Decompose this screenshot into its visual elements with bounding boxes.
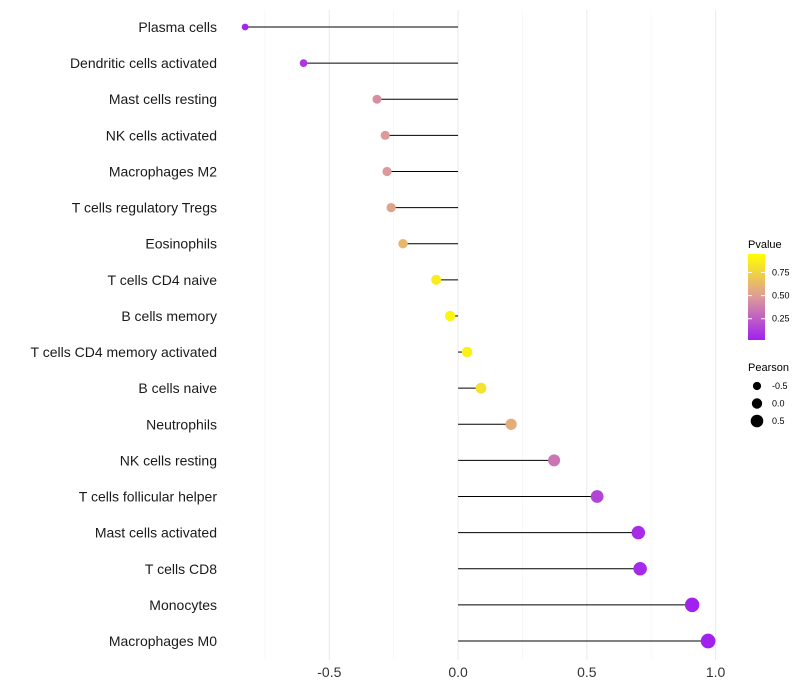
lollipop-point xyxy=(372,94,382,104)
y-tick-label: T cells regulatory Tregs xyxy=(72,200,217,216)
lollipop-point xyxy=(386,202,396,213)
color-tick-label: 0.75 xyxy=(772,267,790,277)
lollipop-point xyxy=(700,633,716,649)
y-tick-label: NK cells activated xyxy=(106,127,217,143)
size-legend-point xyxy=(751,398,763,409)
lollipop-point xyxy=(548,454,561,467)
y-tick-label: T cells follicular helper xyxy=(79,489,218,505)
x-tick-label: 1.0 xyxy=(706,664,726,680)
legend-title-pearson: Pearson xyxy=(748,362,789,374)
y-tick-label: NK cells resting xyxy=(120,452,217,468)
lollipop-point xyxy=(684,597,700,613)
y-tick-label: Eosinophils xyxy=(145,236,217,252)
size-legend-point xyxy=(750,414,764,428)
lollipop-point xyxy=(444,310,456,322)
lollipop-point xyxy=(505,418,517,430)
lollipop-point xyxy=(590,490,604,503)
lollipop-point xyxy=(633,562,647,576)
legend-title-pvalue: Pvalue xyxy=(748,239,782,251)
size-legend-point xyxy=(752,381,762,391)
lollipop-point xyxy=(241,23,249,31)
lollipop-point xyxy=(475,382,487,394)
lollipop-point xyxy=(431,274,442,285)
y-tick-label: Plasma cells xyxy=(138,19,217,35)
y-tick-label: B cells naive xyxy=(138,380,217,396)
y-tick-label: Mast cells activated xyxy=(95,525,217,541)
y-tick-label: Neutrophils xyxy=(146,416,217,432)
y-tick-label: Monocytes xyxy=(149,597,217,613)
lollipop-point xyxy=(380,130,390,140)
y-tick-label: Macrophages M0 xyxy=(109,633,217,649)
lollipop-point xyxy=(461,346,473,358)
lollipop-point xyxy=(398,238,408,249)
color-bar xyxy=(748,254,765,340)
x-tick-label: 0.0 xyxy=(448,664,468,680)
y-tick-label: T cells CD8 xyxy=(145,561,217,577)
color-tick-label: 0.50 xyxy=(772,291,790,301)
x-tick-label: 0.5 xyxy=(577,664,597,680)
size-legend-label: -0.5 xyxy=(772,381,788,391)
lollipop-point xyxy=(382,166,392,177)
size-legend-label: 0.0 xyxy=(772,399,785,409)
color-tick-label: 0.25 xyxy=(772,314,790,324)
size-legend-label: 0.5 xyxy=(772,416,785,426)
lollipop-point xyxy=(631,525,646,540)
y-tick-label: Dendritic cells activated xyxy=(70,55,217,71)
y-tick-label: Mast cells resting xyxy=(109,91,217,107)
y-tick-label: Macrophages M2 xyxy=(109,163,217,179)
y-tick-label: T cells CD4 naive xyxy=(108,272,218,288)
lollipop-point xyxy=(299,59,308,67)
y-tick-label: T cells CD4 memory activated xyxy=(31,344,217,360)
x-tick-label: -0.5 xyxy=(317,664,341,680)
y-tick-label: B cells memory xyxy=(121,308,217,324)
